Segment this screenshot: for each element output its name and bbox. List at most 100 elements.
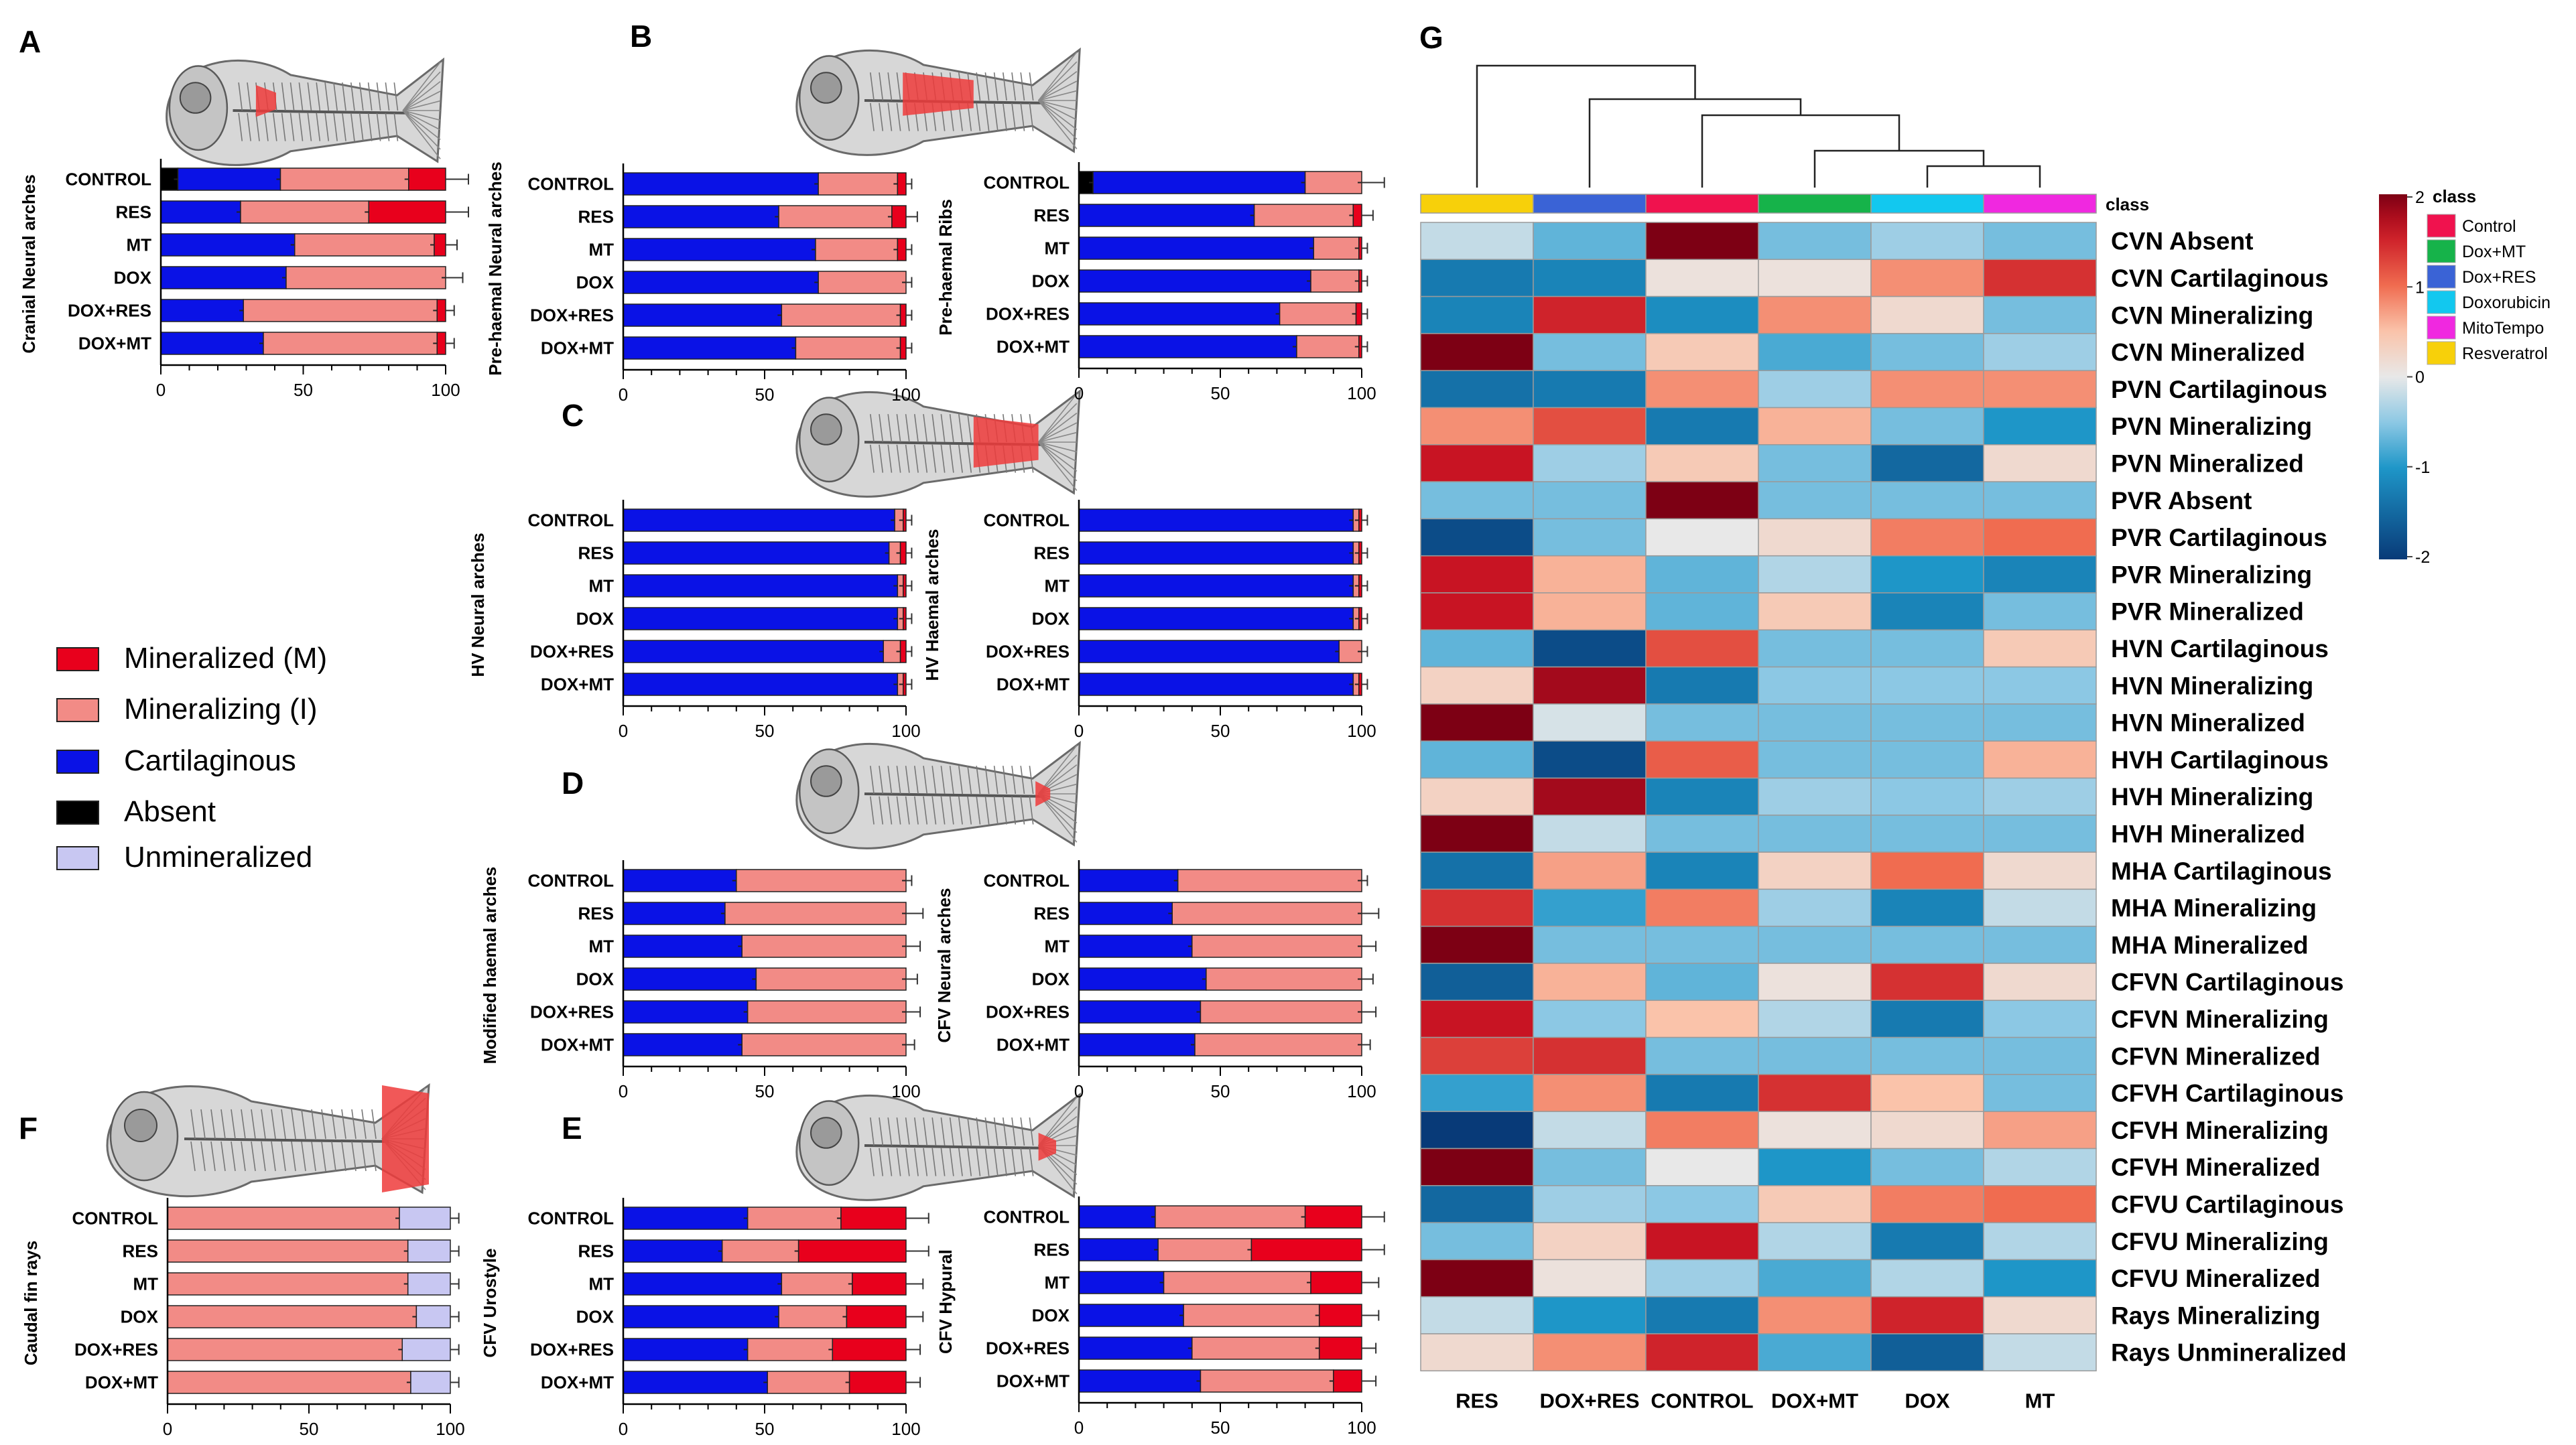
heatmap-cell	[1420, 703, 1534, 742]
heatmap-cell	[1758, 259, 1872, 297]
heatmap-row-label: PVN Cartilaginous	[2111, 376, 2327, 403]
heatmap-cell	[1533, 1036, 1647, 1075]
heatmap-column-label: CONTROL	[1651, 1389, 1753, 1412]
bar-segment	[368, 200, 446, 224]
category-label: DOX+RES	[986, 642, 1070, 662]
bar-segment	[848, 1371, 907, 1394]
category-label: DOX+MT	[541, 1373, 614, 1393]
bar-segment	[897, 172, 907, 196]
heatmap-row-label: HVH Mineralizing	[2111, 783, 2313, 811]
heatmap-row-label: CFVU Cartilaginous	[2111, 1190, 2343, 1218]
x-tick-label: 0	[619, 721, 628, 741]
heatmap-cell	[1420, 815, 1534, 853]
bar-segment	[1078, 236, 1315, 260]
panel-letter-g: G	[1419, 20, 1443, 55]
bar-segment	[1078, 1238, 1159, 1261]
x-tick-label: 0	[619, 1419, 628, 1439]
heatmap-cell	[1420, 740, 1534, 779]
bar-segment	[623, 1272, 783, 1296]
x-tick-label: 50	[755, 1419, 775, 1439]
heatmap-cell	[1420, 925, 1534, 964]
x-tick-label: 50	[300, 1419, 319, 1439]
bar-segment	[818, 172, 899, 196]
bar-segment	[623, 172, 819, 196]
category-label: DOX+MT	[541, 338, 614, 358]
y-axis-title: Pre-haemal Neural arches	[485, 161, 505, 375]
category-label: DOX+MT	[996, 675, 1070, 695]
bar-segment	[1078, 1271, 1165, 1294]
category-label: RES	[1034, 543, 1070, 563]
heatmap-cell	[1758, 777, 1872, 816]
heatmap-cell	[1420, 666, 1534, 705]
class-strip-cell	[1758, 194, 1872, 214]
category-label: DOX	[1032, 1306, 1070, 1326]
category-label: DOX	[114, 268, 152, 288]
bar-segment	[1250, 1238, 1362, 1261]
heatmap-cell	[1533, 1111, 1647, 1150]
category-label: MT	[588, 937, 614, 957]
heatmap-cell	[1870, 815, 1984, 853]
heatmap-cell	[1533, 851, 1647, 890]
heatmap-cell	[1870, 1111, 1984, 1150]
bar-segment	[1358, 541, 1362, 565]
bar-segment	[623, 902, 726, 925]
heatmap-cell	[1870, 1296, 1984, 1334]
heatmap-cell	[1870, 555, 1984, 594]
heatmap-cell	[1758, 1259, 1872, 1298]
bar-segment	[797, 1239, 907, 1263]
x-tick-label: 100	[891, 721, 920, 741]
bar-segment	[755, 967, 907, 991]
class-legend-label: Dox+MT	[2462, 243, 2526, 261]
category-label: DOX+MT	[541, 675, 614, 695]
heatmap-cell	[1420, 963, 1534, 1002]
heatmap-cell	[1533, 592, 1647, 631]
chart-c2: CONTROL RES MT DOX DOX+RES DOX+MT 0 50 100 HV Hae…	[922, 500, 1376, 741]
bar-segment	[1358, 335, 1362, 358]
heatmap-cell	[1533, 740, 1647, 779]
y-axis-title: CFV Neural arches	[934, 888, 954, 1042]
x-tick-label: 50	[1211, 1418, 1230, 1438]
chart-a: CONTROL RES MT DOX DOX+RES DOX+MT 0 50 100 Crania…	[19, 159, 469, 400]
bar-segment	[1078, 1033, 1196, 1056]
bar-segment	[1358, 607, 1362, 630]
heatmap-row-label: CVN Absent	[2111, 228, 2253, 255]
heatmap-cell	[1870, 295, 1984, 334]
bar-segment	[167, 1305, 417, 1328]
heatmap-cell	[1420, 777, 1534, 816]
bar-segment	[891, 205, 907, 228]
bar-segment	[903, 673, 907, 696]
bar-segment	[623, 508, 895, 532]
bar-segment	[623, 1305, 779, 1328]
category-label: DOX+RES	[68, 301, 151, 321]
category-label: RES	[578, 543, 614, 563]
heatmap-cell	[1533, 333, 1647, 371]
heatmap-cell	[1645, 555, 1759, 594]
heatmap-cell	[1645, 1036, 1759, 1075]
bar-segment	[167, 1272, 409, 1296]
heatmap-row-label: HVH Cartilaginous	[2111, 746, 2329, 774]
dendrogram	[1476, 64, 2041, 188]
category-label: DOX+RES	[530, 1340, 614, 1360]
heatmap-cell	[1983, 1000, 2097, 1038]
heatmap-cell	[1645, 888, 1759, 927]
bar-segment	[623, 574, 899, 598]
bar-segment	[721, 1239, 799, 1263]
heatmap-cell	[1870, 407, 1984, 445]
bar-segment	[623, 271, 819, 294]
heatmap-row-label: PVR Absent	[2111, 487, 2252, 514]
heatmap-cell	[1645, 1259, 1759, 1298]
heatmap-cell	[1758, 518, 1872, 557]
category-label: DOX	[1032, 271, 1070, 291]
heatmap-cell	[1870, 1074, 1984, 1112]
heatmap-cell	[1983, 1148, 2097, 1186]
class-legend-label: Control	[2462, 217, 2516, 236]
category-label: DOX	[576, 1307, 615, 1327]
heatmap-column-label: RES	[1456, 1389, 1498, 1412]
bar-segment	[832, 1338, 907, 1361]
bar-segment	[897, 238, 907, 261]
fish-illustration-e	[795, 1092, 1081, 1201]
legend-swatch	[56, 846, 99, 870]
bar-segment	[1352, 204, 1362, 227]
bar-segment	[899, 303, 907, 327]
heatmap-cell	[1420, 629, 1534, 668]
